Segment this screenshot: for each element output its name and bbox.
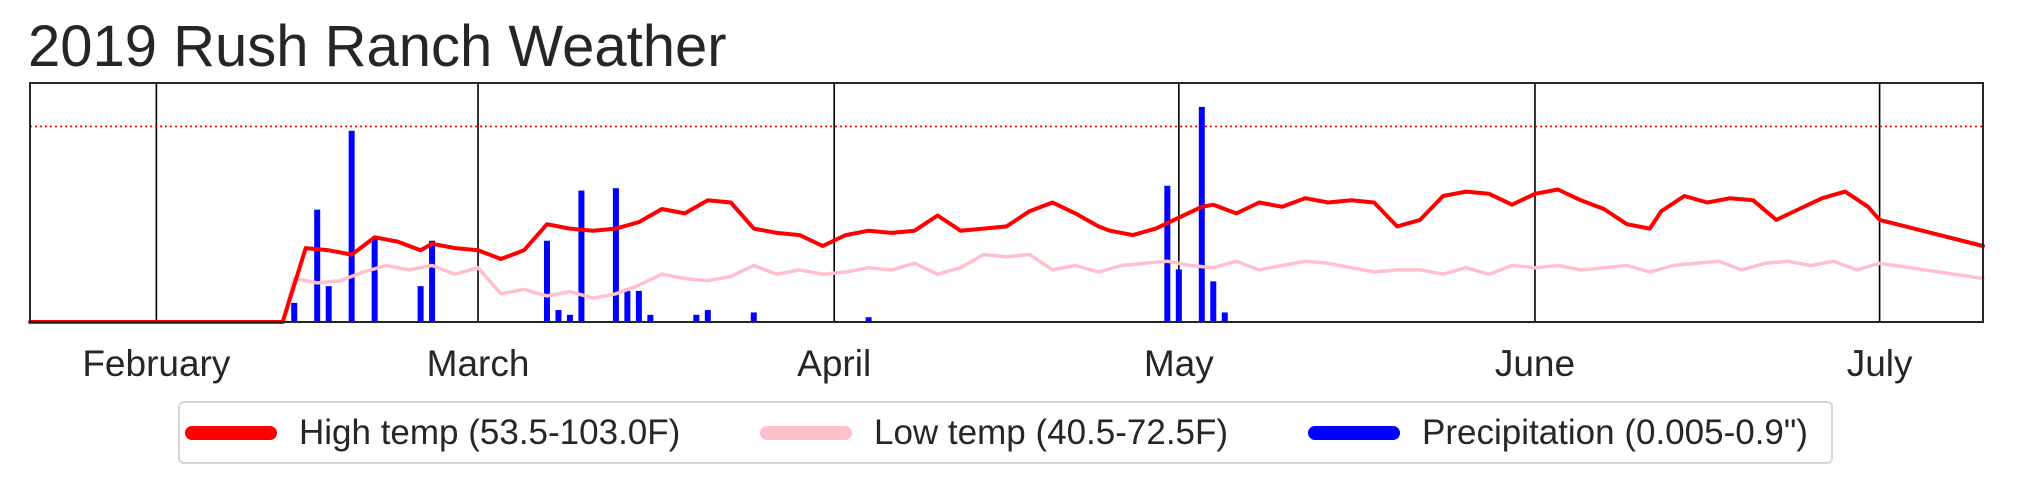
legend-item-high-temp: High temp (53.5-103.0F) [185, 403, 680, 462]
temperature-lines [28, 187, 1985, 324]
legend-swatch-low-temp [760, 425, 852, 440]
precipitation-bar [1210, 281, 1217, 322]
precipitation-bar [417, 286, 424, 322]
precipitation-bar [750, 312, 757, 322]
precipitation-bar [693, 314, 700, 322]
precipitation-bar [704, 310, 711, 322]
precipitation-bar [612, 188, 619, 322]
x-tick-label: May [1144, 343, 1214, 384]
precipitation-bars [291, 106, 1228, 323]
legend-label-precipitation: Precipitation (0.005-0.9") [1422, 412, 1808, 452]
x-tick-label: February [82, 343, 231, 384]
precipitation-bar [647, 314, 654, 322]
precipitation-bar [1164, 185, 1171, 322]
month-gridlines [155, 83, 1881, 322]
precipitation-bar [371, 238, 378, 322]
legend: High temp (53.5-103.0F) Low temp (40.5-7… [178, 401, 1833, 464]
legend-label-high-temp: High temp (53.5-103.0F) [299, 412, 681, 452]
legend-item-precipitation: Precipitation (0.005-0.9") [1308, 403, 1808, 462]
precipitation-bar [429, 240, 436, 322]
precipitation-bar [543, 240, 550, 322]
precipitation-bar [566, 314, 573, 322]
precipitation-bar [578, 190, 585, 322]
precipitation-bar [1198, 106, 1205, 323]
precipitation-bar [291, 302, 298, 322]
precipitation-bar [1221, 312, 1228, 322]
x-tick-label: April [797, 343, 871, 384]
precipitation-bar [1175, 269, 1182, 322]
precipitation-bar [325, 286, 332, 322]
legend-swatch-precipitation [1308, 425, 1400, 440]
x-tick-label: March [427, 343, 530, 384]
x-tick-label: June [1495, 343, 1575, 384]
legend-swatch-high-temp [185, 425, 277, 440]
chart-title: 2019 Rush Ranch Weather [28, 14, 727, 79]
plot-frame [29, 82, 1984, 323]
precipitation-bar [555, 310, 562, 322]
x-tick-label: July [1847, 343, 1913, 384]
x-tick-labels: February March April May June July [82, 343, 1913, 384]
legend-item-low-temp: Low temp (40.5-72.5F) [760, 403, 1228, 462]
precipitation-bar [624, 290, 631, 322]
precipitation-bar [635, 290, 642, 322]
precipitation-bar [314, 209, 321, 322]
precipitation-bar [348, 130, 355, 322]
precipitation-bar [865, 317, 872, 322]
legend-label-low-temp: Low temp (40.5-72.5F) [874, 412, 1229, 452]
high-temp-line [28, 187, 1985, 324]
low-temp-line [28, 252, 1985, 324]
